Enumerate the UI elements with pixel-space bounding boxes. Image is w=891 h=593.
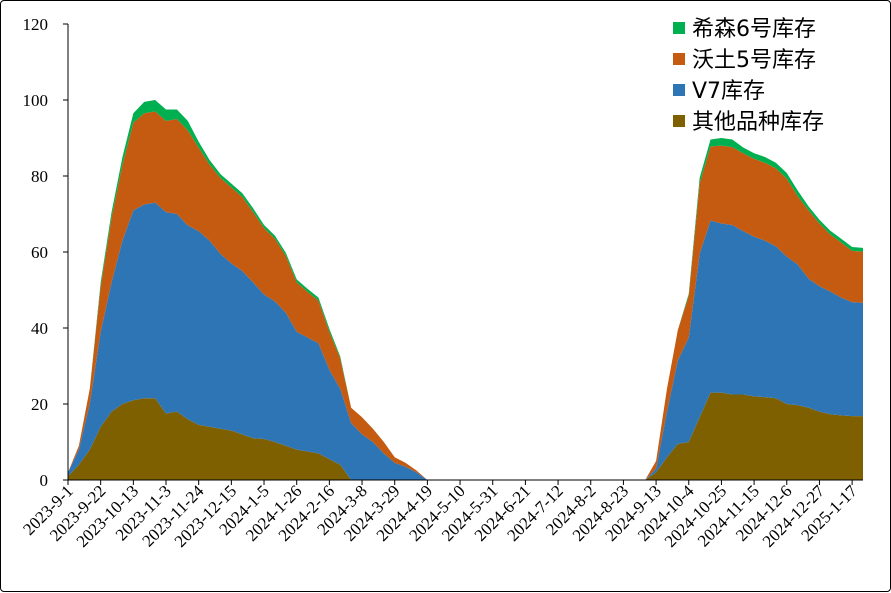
y-tick-label: 60 — [31, 243, 48, 262]
legend-swatch — [673, 22, 685, 34]
area-series-0 — [68, 392, 863, 480]
y-tick-label: 20 — [31, 395, 48, 414]
legend-label: 其他品种库存 — [692, 110, 824, 135]
x-axis-tick-labels: 2023-9-12023-9-222023-10-132023-11-32023… — [19, 481, 861, 551]
y-axis-tick-labels: 0 20 40 60 80 100 120 — [23, 15, 49, 490]
legend-swatch — [673, 115, 685, 127]
y-tick-label: 100 — [23, 91, 49, 110]
area-series-2 — [68, 111, 863, 481]
legend-label: 希森6号库存 — [692, 17, 816, 42]
axes — [63, 23, 863, 485]
legend-swatch — [673, 53, 685, 65]
area-series-1 — [68, 202, 863, 480]
legend-swatch — [673, 84, 685, 96]
legend-label: 沃土5号库存 — [692, 48, 816, 73]
y-tick-label: 120 — [23, 15, 49, 34]
y-tick-label: 0 — [40, 471, 49, 490]
y-tick-label: 80 — [31, 167, 48, 186]
legend-label: V7库存 — [692, 79, 765, 104]
y-tick-label: 40 — [31, 319, 48, 338]
area-layer — [68, 100, 863, 481]
